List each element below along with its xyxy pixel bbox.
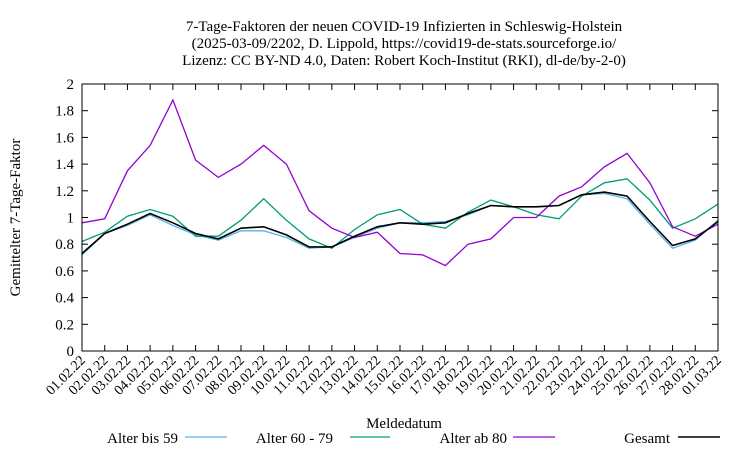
y-tick-label: 0.4 bbox=[55, 291, 74, 307]
y-tick-label: 0 bbox=[67, 344, 75, 360]
y-tick-label: 1 bbox=[67, 211, 75, 227]
chart-title-line-1: 7-Tage-Faktoren der neuen COVID-19 Infiz… bbox=[186, 19, 623, 35]
x-axis-label: Meldedatum bbox=[366, 416, 442, 432]
y-tick-label: 1.8 bbox=[55, 104, 74, 120]
legend-label: Alter bis 59 bbox=[107, 431, 178, 447]
legend: Alter bis 59 Alter 60 - 79 Alter ab 80 Gesa… bbox=[107, 431, 720, 447]
y-tick-label: 1.6 bbox=[55, 130, 74, 146]
y-tick-label: 0.8 bbox=[55, 237, 74, 253]
chart-title-line-2: (2025-03-09/2202, D. Lippold, https://co… bbox=[192, 36, 617, 52]
x-axis: 01.02.2202.02.2203.02.2204.02.2205.02.22… bbox=[44, 84, 725, 398]
y-tick-label: 0.6 bbox=[55, 264, 74, 280]
y-tick-label: 1.2 bbox=[55, 184, 74, 200]
y-tick-label: 2 bbox=[67, 77, 75, 93]
y-axis-label: Gemittelter 7-Tage-Faktor bbox=[8, 139, 24, 297]
legend-label: Gesamt bbox=[624, 431, 671, 447]
series-line-alter-ab-80 bbox=[81, 98, 719, 267]
series-line-gesamt bbox=[81, 191, 719, 255]
legend-label: Alter ab 80 bbox=[440, 431, 507, 447]
legend-label: Alter 60 - 79 bbox=[256, 431, 333, 447]
plot-area bbox=[81, 98, 719, 267]
y-tick-label: 1.4 bbox=[55, 157, 74, 173]
chart-title-line-3: Lizenz: CC BY-ND 4.0, Daten: Robert Koch… bbox=[182, 53, 626, 69]
y-tick-label: 0.2 bbox=[55, 317, 74, 333]
y-axis: 0 0.2 0.4 0.6 0.8 1 1.2 1.4 1.6 1.8 2 bbox=[55, 77, 718, 360]
plot-frame bbox=[81, 83, 719, 352]
series-line-alter-60-79 bbox=[81, 178, 719, 249]
